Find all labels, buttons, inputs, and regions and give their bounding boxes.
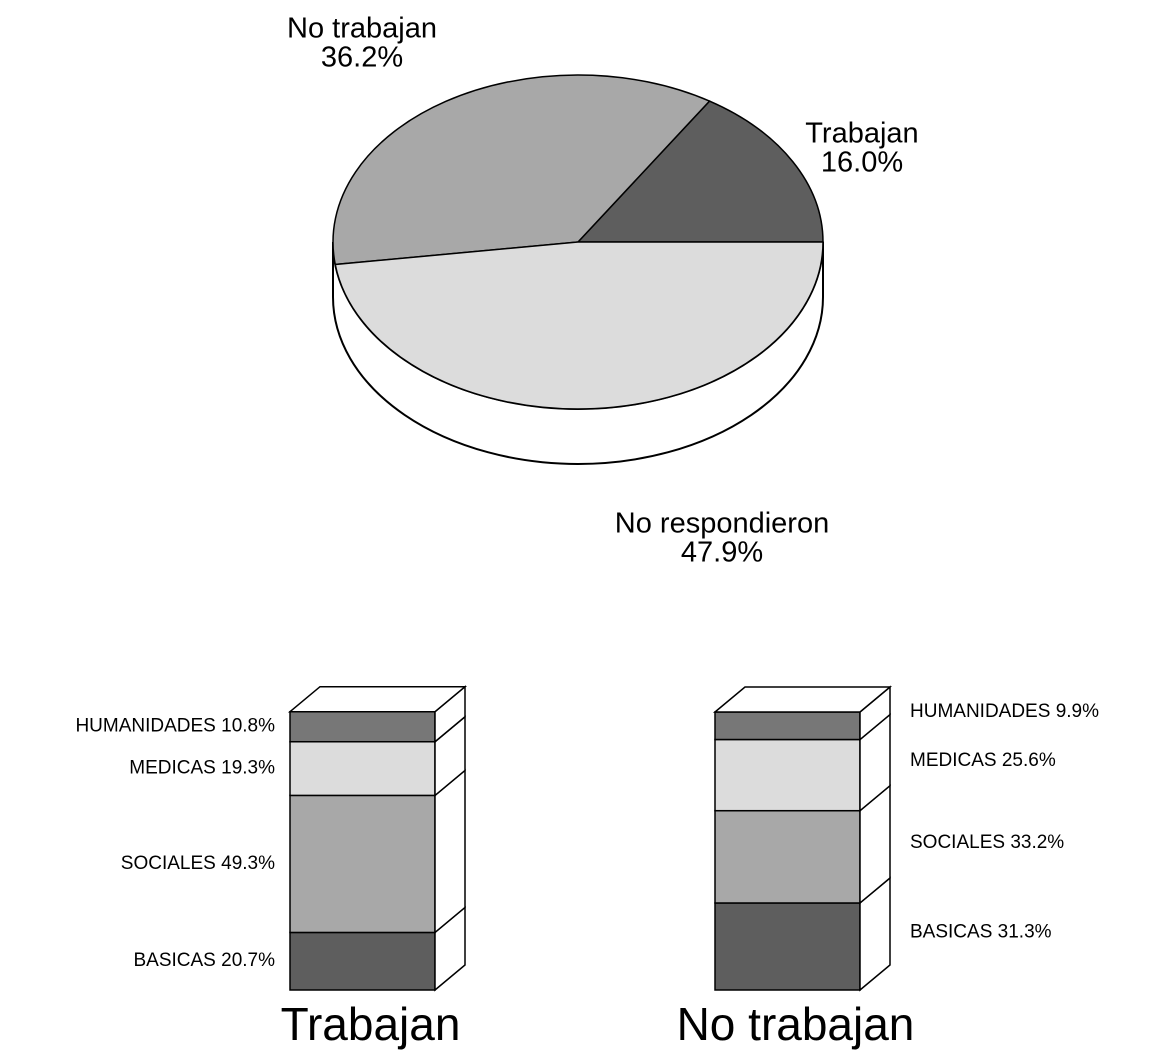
- bar-segment: [289, 710, 436, 743]
- segment-name: SOCIALES: [121, 853, 216, 874]
- pie-slice: [576, 100, 824, 243]
- slice-label: No trabajan: [287, 13, 437, 45]
- segment-value-label: 25.6%: [1002, 750, 1056, 771]
- bar-segment: [289, 931, 436, 991]
- bar-segment: [714, 738, 861, 812]
- pie-slice: [332, 74, 711, 266]
- pie-slice: [334, 241, 824, 410]
- segment-label: SOCIALES 49.3%: [121, 853, 275, 874]
- segment-name: HUMANIDADES: [75, 716, 215, 737]
- segment-label: HUMANIDADES 9.9%: [910, 701, 1099, 722]
- segment-name: SOCIALES: [910, 832, 1005, 853]
- segment-label: HUMANIDADES 10.8%: [75, 716, 275, 737]
- segment-name: BASICAS: [910, 922, 992, 943]
- bar-side: [434, 768, 466, 935]
- segment-label: MEDICAS 25.6%: [910, 750, 1056, 771]
- bar-segment: [714, 902, 861, 991]
- bar-segment: [289, 740, 436, 797]
- segment-label: BASICAS 31.3%: [910, 922, 1052, 943]
- category-label: No trabajan: [677, 998, 915, 1050]
- segment-value-label: 20.7%: [221, 950, 275, 971]
- segment-value-label: 33.2%: [1010, 832, 1064, 853]
- segment-name: MEDICAS: [129, 758, 216, 779]
- segment-value-label: 10.8%: [221, 716, 275, 737]
- segment-name: MEDICAS: [910, 750, 997, 771]
- segment-value-label: 9.9%: [1056, 701, 1099, 722]
- segment-name: BASICAS: [133, 950, 215, 971]
- slice-value-label: 36.2%: [321, 42, 403, 74]
- bar-segment: [714, 711, 861, 741]
- bar-top: [712, 686, 893, 713]
- segment-value-label: 19.3%: [221, 758, 275, 779]
- slice-value-label: 16.0%: [821, 147, 903, 179]
- category-label: Trabajan: [281, 998, 461, 1050]
- segment-label: MEDICAS 19.3%: [129, 758, 275, 779]
- bar-top: [287, 685, 468, 713]
- slice-label: Trabajan: [805, 118, 918, 150]
- bar-segment: [714, 809, 861, 904]
- bar-segment: [289, 794, 436, 934]
- segment-value-label: 49.3%: [221, 853, 275, 874]
- segment-value-label: 31.3%: [998, 922, 1052, 943]
- slice-value-label: 47.9%: [681, 537, 763, 569]
- slice-label: No respondieron: [615, 508, 829, 540]
- segment-name: HUMANIDADES: [910, 701, 1050, 722]
- segment-label: SOCIALES 33.2%: [910, 832, 1064, 853]
- segment-label: BASICAS 20.7%: [133, 950, 275, 971]
